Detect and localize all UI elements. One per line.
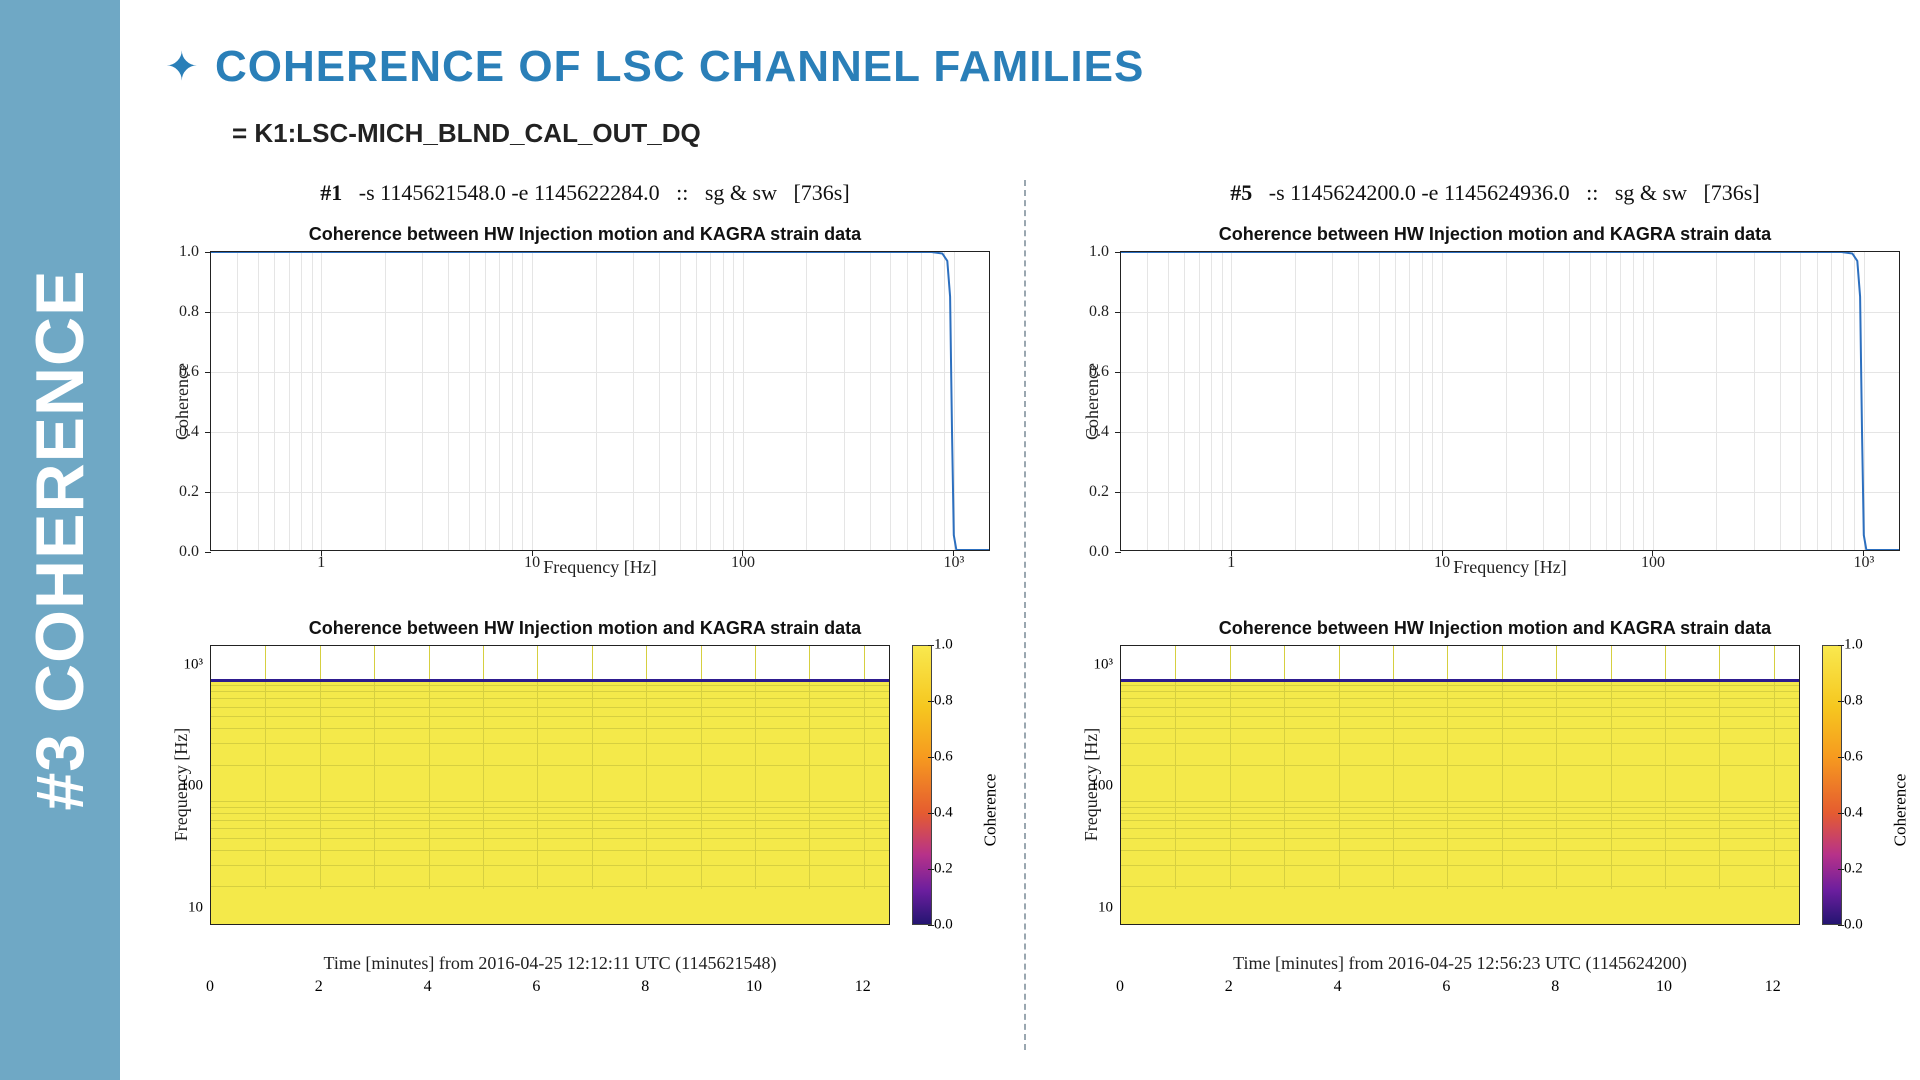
analysis-panel: #1 -s 1145621548.0 -e 1145622284.0 :: sg… xyxy=(150,180,1020,974)
bullet-star-icon: ✦ xyxy=(165,44,199,90)
colorbar xyxy=(1822,645,1842,925)
spec-xlabel: Time [minutes] from 2016-04-25 12:56:23 … xyxy=(1120,953,1800,974)
sidebar: #3 COHERENCE xyxy=(0,0,120,1080)
panel-caption: #5 -s 1145624200.0 -e 1145624936.0 :: sg… xyxy=(1060,180,1920,206)
page-subtitle: = K1:LSC-MICH_BLND_CAL_OUT_DQ xyxy=(232,118,701,149)
analysis-panel: #5 -s 1145624200.0 -e 1145624936.0 :: sg… xyxy=(1060,180,1920,974)
panel-divider xyxy=(1024,180,1026,1050)
spec-xlabel: Time [minutes] from 2016-04-25 12:12:11 … xyxy=(210,953,890,974)
coherence-line-chart: 0.00.20.40.60.81.011010010³ xyxy=(210,251,990,551)
line-chart-title: Coherence between HW Injection motion an… xyxy=(150,224,1020,245)
page-title: COHERENCE OF LSC CHANNEL FAMILIES xyxy=(215,42,1144,92)
spectrogram-title: Coherence between HW Injection motion an… xyxy=(150,618,1020,639)
panel-caption: #1 -s 1145621548.0 -e 1145622284.0 :: sg… xyxy=(150,180,1020,206)
coherence-line-chart: 0.00.20.40.60.81.011010010³ xyxy=(1120,251,1900,551)
colorbar-label: Coherence xyxy=(980,645,1000,974)
coherence-spectrogram xyxy=(210,645,890,925)
spectrogram-title: Coherence between HW Injection motion an… xyxy=(1060,618,1920,639)
coherence-spectrogram xyxy=(1120,645,1800,925)
colorbar-label: Coherence xyxy=(1890,645,1910,974)
line-chart-title: Coherence between HW Injection motion an… xyxy=(1060,224,1920,245)
sidebar-label: #3 COHERENCE xyxy=(21,269,99,810)
header: ✦ COHERENCE OF LSC CHANNEL FAMILIES xyxy=(165,42,1144,92)
colorbar xyxy=(912,645,932,925)
